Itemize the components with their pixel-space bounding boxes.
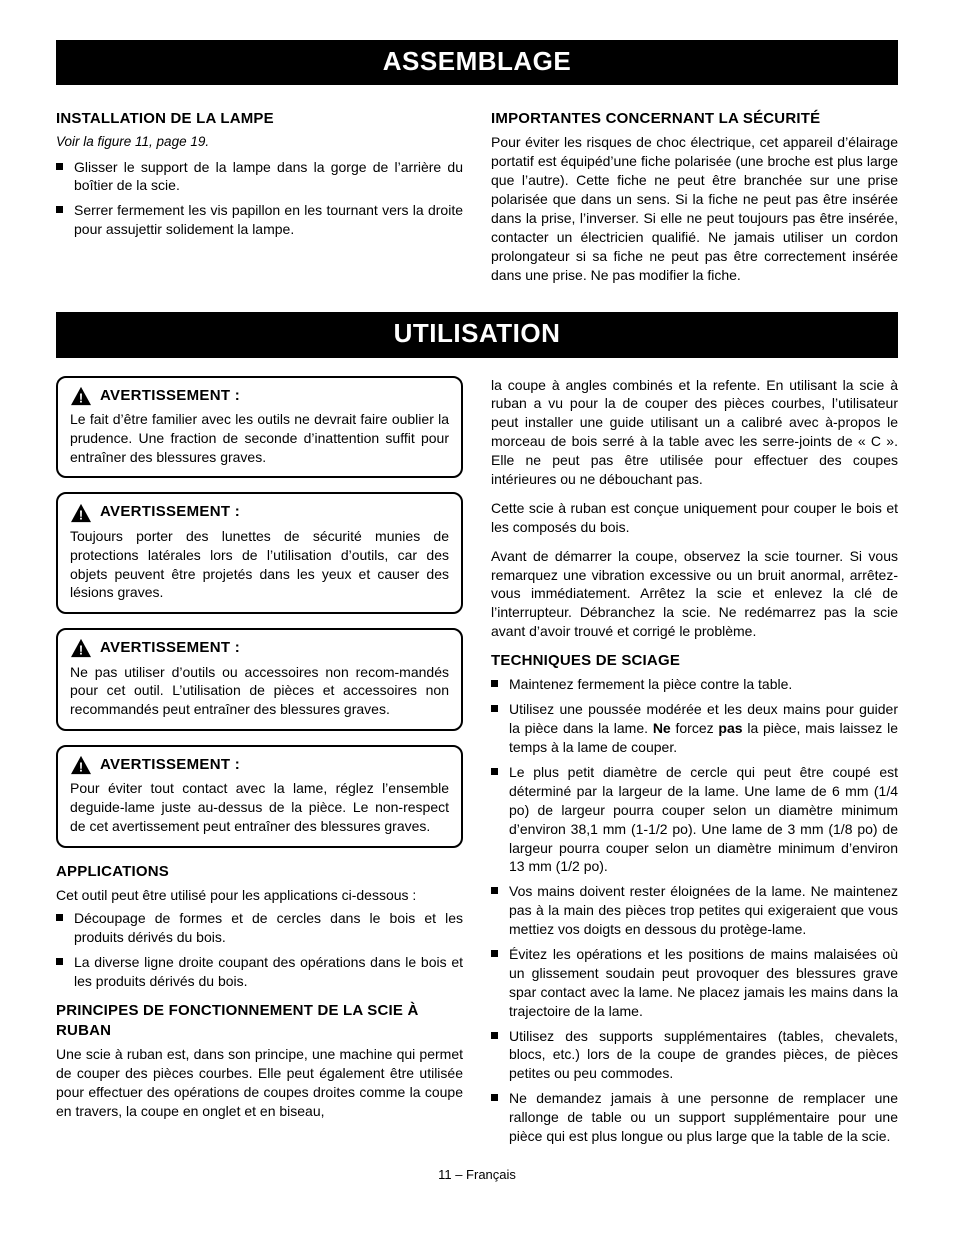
applications-intro: Cet outil peut être utilisé pour les app… [56,886,463,905]
heading-techniques: TECHNIQUES DE SCIAGE [491,651,898,671]
list-item: Maintenez fermement la pièce contre la t… [491,675,898,694]
figure-reference: Voir la figure 11, page 19. [56,133,463,151]
warning-header: ! AVERTISSEMENT : [70,386,449,406]
svg-text:!: ! [79,643,83,658]
banner-utilisation: UTILISATION [56,312,898,357]
warning-icon: ! [70,755,92,775]
list-item: Glisser le support de la lampe dans la g… [56,158,463,196]
warning-header: ! AVERTISSEMENT : [70,502,449,522]
svg-text:!: ! [79,390,83,405]
principes-para-r1: la coupe à angles combinés et la refente… [491,376,898,489]
heading-installation-lampe: INSTALLATION DE LA LAMPE [56,109,463,129]
utilisation-left-col: ! AVERTISSEMENT : Le fait d’être familie… [56,376,463,1152]
warning-label: AVERTISSEMENT : [100,386,240,406]
heading-principes: PRINCIPES DE FONCTIONNEMENT DE LA SCIE À… [56,1001,463,1042]
list-item: Évitez les opérations et les positions d… [491,945,898,1021]
warning-label: AVERTISSEMENT : [100,755,240,775]
list-item: La diverse ligne droite coupant des opér… [56,953,463,991]
principes-para-r2: Cette scie à ruban est conçue uniquement… [491,499,898,537]
assemblage-columns: INSTALLATION DE LA LAMPE Voir la figure … [56,103,898,294]
warning-box-1: ! AVERTISSEMENT : Le fait d’être familie… [56,376,463,479]
list-item: Ne demandez jamais à une personne de rem… [491,1089,898,1146]
page-footer: 11 – Français [56,1166,898,1184]
utilisation-right-col: la coupe à angles combinés et la refente… [491,376,898,1152]
warning-text: Pour éviter tout contact avec la lame, r… [70,779,449,836]
list-item: Serrer fermement les vis papillon en les… [56,201,463,239]
warning-box-4: ! AVERTISSEMENT : Pour éviter tout conta… [56,745,463,848]
warning-text: Ne pas utiliser d’outils ou accessoires … [70,663,449,720]
warning-header: ! AVERTISSEMENT : [70,755,449,775]
list-item: Le plus petit diamètre de cercle qui peu… [491,763,898,876]
installation-list: Glisser le support de la lampe dans la g… [56,158,463,240]
warning-label: AVERTISSEMENT : [100,502,240,522]
list-item: Vos mains doivent rester éloignées de la… [491,882,898,939]
list-item: Utilisez des supports supplémentaires (t… [491,1027,898,1084]
warning-icon: ! [70,638,92,658]
list-item: Utilisez une poussée modérée et les deux… [491,700,898,757]
warning-text: Le fait d’être familier avec les outils … [70,410,449,467]
banner-assemblage: ASSEMBLAGE [56,40,898,85]
assemblage-right-col: IMPORTANTES CONCERNANT LA SÉCURITÉ Pour … [491,103,898,294]
warning-text: Toujours porter des lunettes de sécurité… [70,527,449,603]
warning-label: AVERTISSEMENT : [100,638,240,658]
warning-icon: ! [70,386,92,406]
assemblage-left-col: INSTALLATION DE LA LAMPE Voir la figure … [56,103,463,294]
svg-text:!: ! [79,760,83,775]
techniques-list: Maintenez fermement la pièce contre la t… [491,675,898,1145]
principes-para-left: Une scie à ruban est, dans son principe,… [56,1045,463,1121]
warning-box-2: ! AVERTISSEMENT : Toujours porter des lu… [56,492,463,614]
securite-paragraph: Pour éviter les risques de choc électriq… [491,133,898,284]
warning-header: ! AVERTISSEMENT : [70,638,449,658]
principes-para-r3: Avant de démarrer la coupe, observez la … [491,547,898,641]
list-item: Découpage de formes et de cercles dans l… [56,909,463,947]
utilisation-columns: ! AVERTISSEMENT : Le fait d’être familie… [56,376,898,1152]
warning-icon: ! [70,503,92,523]
warning-box-3: ! AVERTISSEMENT : Ne pas utiliser d’outi… [56,628,463,731]
applications-list: Découpage de formes et de cercles dans l… [56,909,463,991]
heading-applications: APPLICATIONS [56,862,463,882]
svg-text:!: ! [79,507,83,522]
heading-securite: IMPORTANTES CONCERNANT LA SÉCURITÉ [491,109,898,129]
